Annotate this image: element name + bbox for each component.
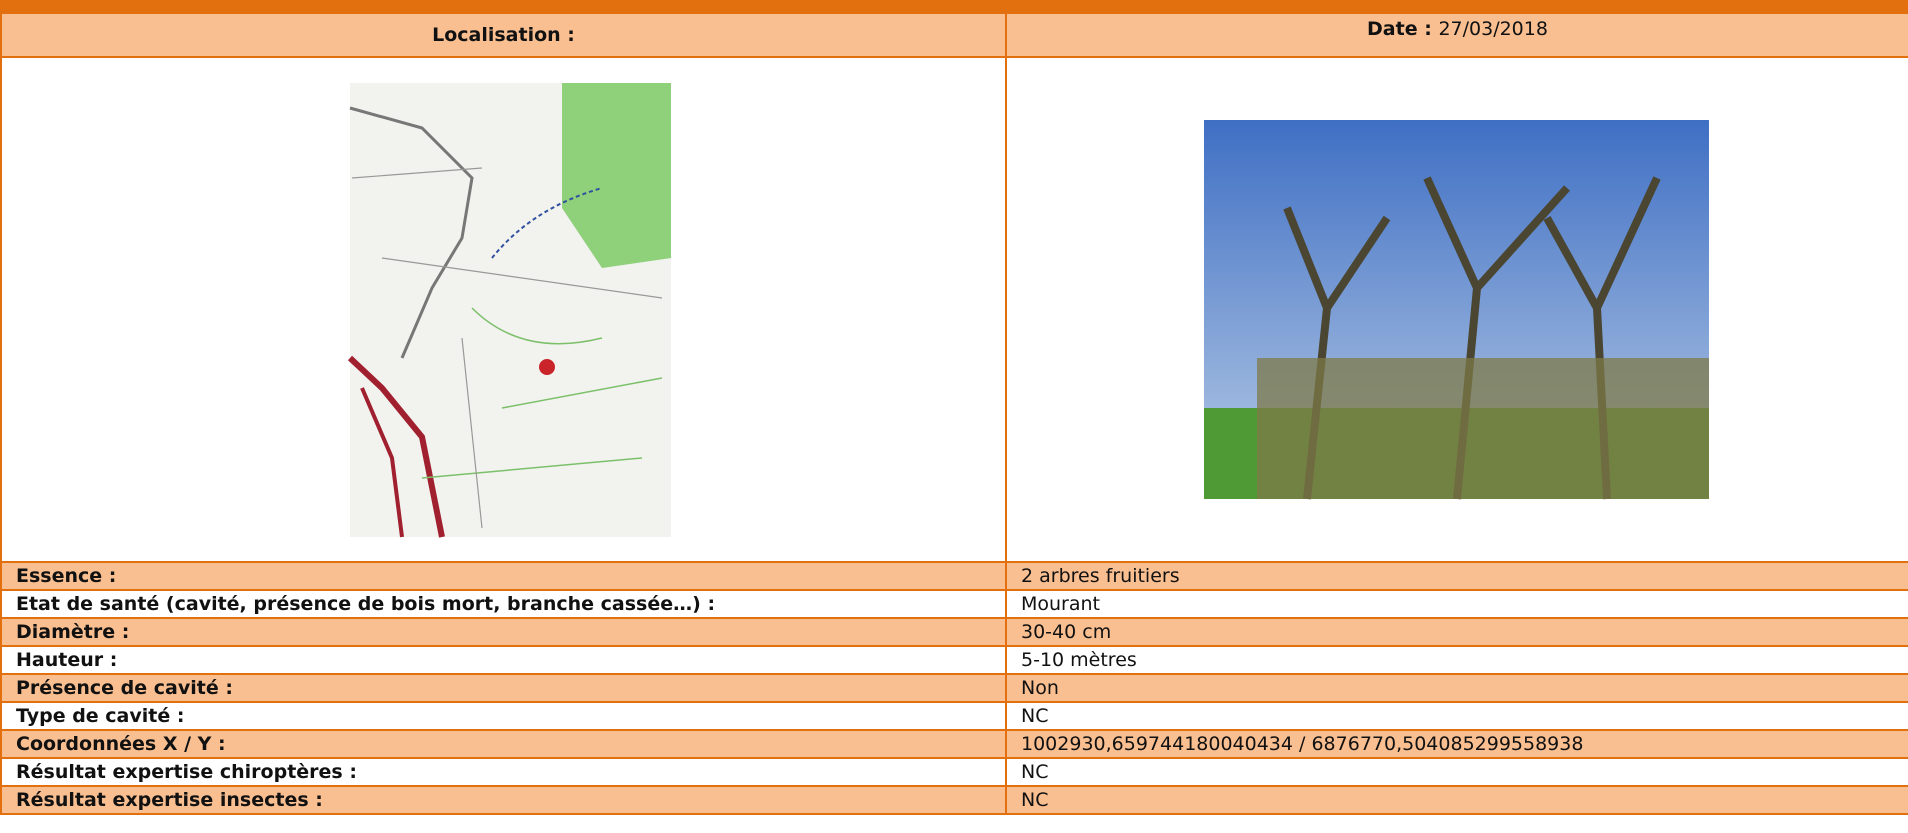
image-row bbox=[0, 56, 1908, 563]
data-row: Résultat expertise chiroptères : NC bbox=[0, 757, 1908, 787]
tree-photo bbox=[1204, 120, 1709, 500]
data-row: Etat de santé (cavité, présence de bois … bbox=[0, 589, 1908, 619]
field-value: NC bbox=[1005, 701, 1908, 731]
field-label: Diamètre : bbox=[0, 617, 1007, 647]
field-value: NC bbox=[1005, 757, 1908, 787]
field-label: Essence : bbox=[0, 561, 1007, 591]
localisation-header: Localisation : bbox=[0, 12, 1007, 58]
date-header: Date : 27/03/2018 bbox=[1005, 12, 1908, 58]
date-value: 27/03/2018 bbox=[1438, 18, 1548, 40]
field-label: Résultat expertise chiroptères : bbox=[0, 757, 1007, 787]
data-row: Diamètre :30-40 cm bbox=[0, 617, 1908, 647]
field-value: NC bbox=[1005, 785, 1908, 815]
data-row: Essence :2 arbres fruitiers bbox=[0, 561, 1908, 591]
field-value: 2 arbres fruitiers bbox=[1005, 561, 1908, 591]
date-label: Date : bbox=[1367, 18, 1432, 40]
field-label: Type de cavité : bbox=[0, 701, 1007, 731]
photo-cell bbox=[1005, 56, 1908, 563]
field-value: Non bbox=[1005, 673, 1908, 703]
top-bar bbox=[0, 0, 1908, 12]
field-label: Etat de santé (cavité, présence de bois … bbox=[0, 589, 1007, 619]
field-value: 1002930,659744180040434 / 6876770,504085… bbox=[1005, 729, 1908, 759]
data-row: Hauteur :5-10 mètres bbox=[0, 645, 1908, 675]
data-row: Résultat expertise insectes : NC bbox=[0, 785, 1908, 815]
data-row: Présence de cavité : Non bbox=[0, 673, 1908, 703]
header-row: Localisation : Date : 27/03/2018 bbox=[0, 12, 1908, 58]
data-row: Type de cavité : NC bbox=[0, 701, 1908, 731]
field-label: Coordonnées X / Y : bbox=[0, 729, 1007, 759]
field-label: Présence de cavité : bbox=[0, 673, 1007, 703]
sheet-table: Localisation : Date : 27/03/2018 Essence… bbox=[0, 12, 1908, 815]
map-image bbox=[347, 83, 671, 538]
field-value: 5-10 mètres bbox=[1005, 645, 1908, 675]
field-label: Résultat expertise insectes : bbox=[0, 785, 1007, 815]
field-value: Mourant bbox=[1005, 589, 1908, 619]
field-value: 30-40 cm bbox=[1005, 617, 1908, 647]
map-cell bbox=[0, 56, 1007, 563]
field-label: Hauteur : bbox=[0, 645, 1007, 675]
localisation-label: Localisation : bbox=[432, 24, 575, 46]
data-row: Coordonnées X / Y :1002930,6597441800404… bbox=[0, 729, 1908, 759]
